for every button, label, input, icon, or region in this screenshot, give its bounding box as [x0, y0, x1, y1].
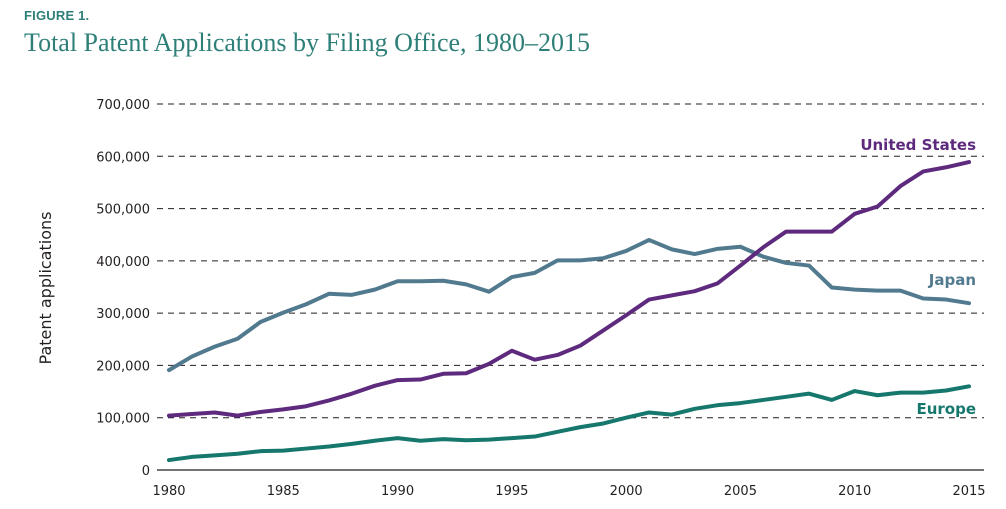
series-label-europe: Europe: [916, 400, 976, 418]
y-tick-label: 300,000: [96, 307, 150, 322]
y-tick-label: 400,000: [96, 255, 150, 270]
x-tick-label: 2015: [952, 484, 985, 499]
y-tick-label: 600,000: [96, 150, 150, 165]
series-line-japan: [167, 237, 971, 373]
x-tick-label: 2000: [610, 484, 643, 499]
x-axis-ticks: 1980 1985 1990 1995 2000 2005 2010 2015: [152, 484, 985, 499]
y-axis-ticks: 0 100,000 200,000 300,000 400,000 500,000 600,…: [96, 98, 150, 479]
y-axis-label: Patent applications: [36, 212, 55, 365]
y-tick-label: 200,000: [96, 359, 150, 374]
y-tick-label: 100,000: [96, 412, 150, 427]
x-tick-label: 1985: [267, 484, 300, 499]
chart-title: Total Patent Applications by Filing Offi…: [24, 28, 591, 57]
x-tick-label: 2010: [838, 484, 871, 499]
series-labels: Europe Japan United States: [860, 136, 976, 418]
series-line-united-states: [167, 160, 971, 418]
y-tick-label: 700,000: [96, 98, 150, 113]
x-tick-label: 2005: [724, 484, 757, 499]
x-tick-label: 1995: [495, 484, 528, 499]
figure-label: FIGURE 1.: [24, 8, 90, 23]
gridlines: [157, 103, 984, 419]
series-label-japan: Japan: [928, 271, 976, 289]
series-lines: [167, 160, 971, 463]
x-tick-label: 1990: [381, 484, 414, 499]
y-tick-label: 0: [142, 464, 150, 479]
series-label-united-states: United States: [860, 136, 976, 154]
y-tick-label: 500,000: [96, 203, 150, 218]
series-line-europe: [167, 384, 971, 463]
x-tick-label: 1980: [152, 484, 185, 499]
